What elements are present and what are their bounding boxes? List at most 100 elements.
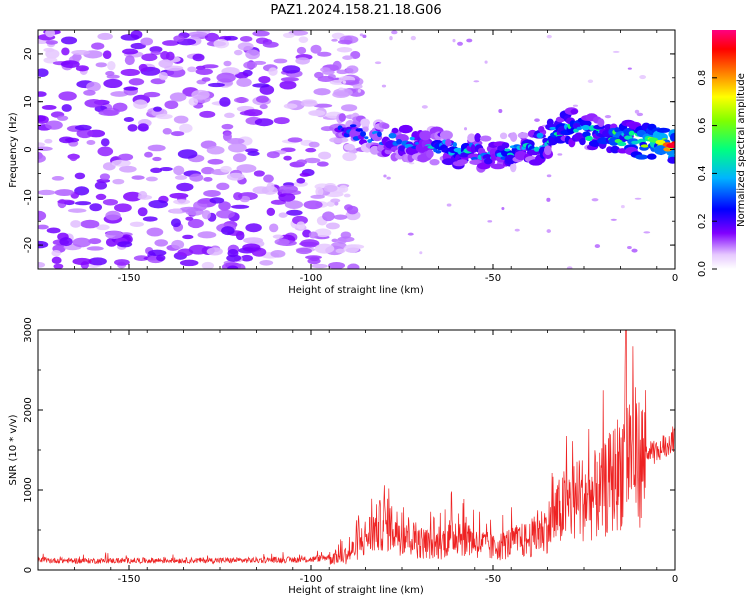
heatmap-noise-cell bbox=[534, 118, 540, 122]
heatmap-noise-cell bbox=[171, 239, 185, 250]
heatmap-noise-cell bbox=[54, 189, 75, 196]
heatmap-peak-cell bbox=[648, 137, 659, 143]
heatmap-ridge-core bbox=[452, 141, 457, 148]
heatmap-noise-cell bbox=[419, 251, 423, 255]
heatmap-ridge-cell bbox=[656, 127, 671, 133]
heatmap-noise-cell bbox=[202, 64, 219, 69]
colorbar: 0.0 0.2 0.4 0.6 0.8 Normalized spectral ampl… bbox=[697, 30, 747, 277]
heatmap-noise-cell bbox=[233, 97, 249, 103]
heatmap-noise-cell bbox=[158, 71, 168, 81]
heatmap-noise-cell bbox=[137, 207, 148, 217]
heatmap-ridge-cell bbox=[579, 138, 586, 146]
heatmap-noise-cell bbox=[133, 255, 150, 262]
heatmap-noise-cell bbox=[227, 265, 239, 269]
heatmap-noise-cell bbox=[67, 208, 87, 213]
heatmap-ridge-cell bbox=[467, 153, 481, 160]
heatmap-noise-cell bbox=[270, 249, 286, 258]
heatmap-noise-cell bbox=[61, 104, 72, 112]
heatmap-noise-cell bbox=[313, 103, 333, 108]
heatmap-noise-cell bbox=[344, 204, 353, 211]
heatmap-ridge-core bbox=[360, 131, 367, 137]
heatmap-ridge-cell bbox=[391, 127, 399, 134]
heatmap-ridge-cell bbox=[445, 138, 452, 147]
colorbar-tick-label: 0.6 bbox=[697, 118, 708, 134]
heatmap-noise-cell bbox=[221, 123, 234, 130]
heatmap-ridge-cell bbox=[501, 142, 510, 149]
heatmap-noise-cell bbox=[342, 152, 357, 162]
heatmap-noise-cell bbox=[274, 238, 290, 246]
heatmap-noise-cell bbox=[331, 238, 338, 243]
spectrogram-xtick-label: -150 bbox=[118, 273, 141, 284]
heatmap-noise-cell bbox=[138, 191, 148, 199]
heatmap-noise-cell bbox=[38, 240, 49, 249]
heatmap-ridge-cell bbox=[467, 133, 476, 143]
heatmap-ridge-cell bbox=[509, 132, 518, 142]
heatmap-noise-cell bbox=[278, 184, 298, 194]
heatmap-noise-cell bbox=[86, 140, 96, 145]
heatmap-noise-cell bbox=[133, 99, 148, 110]
heatmap-ridge-core bbox=[349, 124, 357, 128]
heatmap-noise-cell bbox=[170, 131, 185, 137]
heatmap-ridge-cell bbox=[419, 130, 432, 141]
heatmap-noise-cell bbox=[83, 89, 96, 96]
heatmap-noise-cell bbox=[185, 216, 194, 221]
heatmap-noise-cell bbox=[331, 38, 338, 42]
heatmap-ridge-cell bbox=[483, 157, 493, 165]
heatmap-noise-cell bbox=[252, 30, 270, 37]
heatmap-noise-cell bbox=[98, 109, 119, 116]
heatmap-noise-cell bbox=[130, 30, 143, 40]
heatmap-noise-cell bbox=[45, 40, 58, 45]
heatmap-noise-cell bbox=[224, 112, 235, 118]
heatmap-ridge-cell bbox=[398, 124, 413, 134]
heatmap-noise-cell bbox=[218, 201, 231, 211]
heatmap-noise-cell bbox=[333, 214, 348, 220]
heatmap-noise-cell bbox=[293, 181, 308, 187]
spectrogram-xtick-label: 0 bbox=[672, 273, 678, 284]
heatmap-noise-cell bbox=[176, 182, 194, 192]
heatmap-ridge-core bbox=[628, 130, 635, 136]
heatmap-noise-cell bbox=[627, 67, 632, 70]
heatmap-noise-cell bbox=[38, 115, 49, 124]
heatmap-noise-cell bbox=[546, 197, 551, 202]
heatmap-noise-cell bbox=[150, 167, 163, 174]
heatmap-ridge-core bbox=[533, 146, 540, 152]
heatmap-noise-cell bbox=[228, 143, 247, 153]
heatmap-noise-cell bbox=[410, 35, 416, 41]
colorbar-tick-label: 0.8 bbox=[697, 70, 708, 86]
heatmap-noise-cell bbox=[179, 259, 199, 267]
heatmap-noise-cell bbox=[254, 118, 274, 127]
spectrogram-xtick-label: -50 bbox=[485, 273, 501, 284]
snr-xtick-label: -50 bbox=[485, 574, 501, 585]
heatmap-noise-cell bbox=[278, 192, 296, 202]
heatmap-noise-cell bbox=[333, 88, 353, 97]
heatmap-ridge-core bbox=[631, 140, 639, 145]
heatmap-noise-cell bbox=[279, 80, 297, 90]
heatmap-noise-cell bbox=[174, 175, 188, 180]
snr-panel: -150 -100 -50 0 0 1000 2000 3000 Height of str… bbox=[8, 317, 678, 596]
heatmap-noise-cell bbox=[566, 266, 573, 269]
heatmap-ridge-cell bbox=[477, 147, 486, 155]
heatmap-noise-cell bbox=[41, 105, 57, 110]
heatmap-ridge-cell bbox=[490, 163, 505, 170]
heatmap-noise-cell bbox=[322, 69, 335, 75]
heatmap-ridge-cell bbox=[426, 149, 434, 159]
heatmap-noise-cell bbox=[557, 153, 563, 156]
heatmap-noise-cell bbox=[123, 86, 139, 91]
heatmap-noise-cell bbox=[70, 220, 82, 228]
heatmap-noise-cell bbox=[639, 75, 647, 80]
heatmap-noise-cell bbox=[192, 53, 205, 62]
heatmap-ridge-cell bbox=[474, 132, 481, 143]
heatmap-noise-cell bbox=[323, 184, 338, 193]
heatmap-noise-cell bbox=[325, 222, 340, 230]
heatmap-noise-cell bbox=[336, 69, 349, 75]
heatmap-noise-cell bbox=[612, 50, 620, 53]
spectrogram-ytick-label: 10 bbox=[23, 95, 34, 108]
heatmap-noise-cell bbox=[296, 177, 306, 184]
heatmap-noise-cell bbox=[219, 97, 231, 107]
heatmap-ridge-core bbox=[581, 124, 590, 131]
heatmap-ridge-cell bbox=[570, 108, 579, 115]
heatmap-noise-cell bbox=[74, 201, 92, 206]
heatmap-noise-cell bbox=[247, 151, 260, 156]
heatmap-noise-cell bbox=[272, 234, 284, 239]
heatmap-noise-cell bbox=[201, 77, 211, 82]
